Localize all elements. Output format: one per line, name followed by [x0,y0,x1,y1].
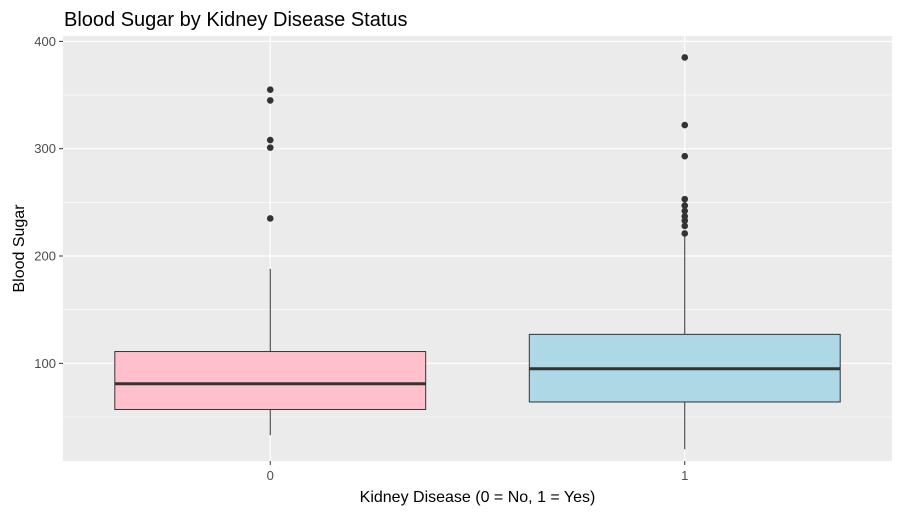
outlier-point [681,54,689,61]
outlier-point [681,217,689,224]
outlier-point [681,195,689,203]
y-tick-label: 300 [34,141,56,156]
outlier-point [681,207,689,215]
outlier-point [266,97,274,104]
minor-gridlines [63,94,892,418]
outlier-point [681,230,689,237]
outlier-point [266,86,274,93]
box-layer [114,54,841,450]
chart-title: Blood Sugar by Kidney Disease Status [64,9,408,31]
y-axis: 100 200 300 400 [34,34,63,371]
x-tick-label: 0 [267,468,274,483]
x-tick-label: 1 [681,468,688,483]
y-tick-label: 400 [34,34,56,49]
y-tick-label: 100 [34,356,56,371]
outlier-point [266,215,274,222]
box-iqr [114,351,427,410]
y-tick-label: 200 [34,249,56,264]
outlier-point [681,202,689,209]
outlier-point [681,121,689,129]
outlier-point [681,152,689,160]
outlier-point [681,222,689,230]
y-axis-title: Blood Sugar [11,204,28,293]
outlier-point [266,136,274,144]
box-group-1 [528,54,841,450]
box-group-0 [114,86,427,436]
x-axis-title: Kidney Disease (0 = No, 1 = Yes) [360,489,596,506]
outlier-point [266,144,274,151]
